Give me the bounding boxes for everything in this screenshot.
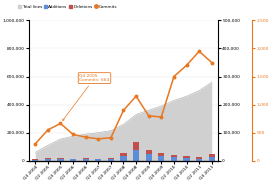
Bar xyxy=(196,157,202,159)
Legend: Total lines, Additions, Deletions, Commits: Total lines, Additions, Deletions, Commi… xyxy=(16,3,119,10)
Bar xyxy=(70,158,76,159)
Bar xyxy=(183,156,190,158)
Bar xyxy=(95,159,102,160)
Bar xyxy=(32,160,38,161)
Bar xyxy=(209,154,215,156)
Bar xyxy=(209,156,215,161)
Bar xyxy=(120,153,127,156)
Bar xyxy=(133,150,139,161)
Bar xyxy=(83,158,89,159)
Bar xyxy=(57,158,63,159)
Text: Q4 2005
Commits: 664: Q4 2005 Commits: 664 xyxy=(63,74,110,121)
Bar xyxy=(158,153,164,156)
Bar xyxy=(32,159,38,160)
Bar xyxy=(145,150,152,154)
Bar xyxy=(171,157,177,161)
Bar xyxy=(95,160,102,161)
Bar xyxy=(45,159,51,161)
Bar xyxy=(108,158,114,159)
Bar xyxy=(45,158,51,159)
Bar xyxy=(158,156,164,161)
Bar xyxy=(183,158,190,161)
Bar xyxy=(83,159,89,161)
Bar xyxy=(145,154,152,161)
Bar xyxy=(196,159,202,161)
Bar xyxy=(133,142,139,150)
Bar xyxy=(70,159,76,161)
Bar xyxy=(57,159,63,161)
Bar xyxy=(171,155,177,157)
Bar xyxy=(108,159,114,161)
Bar xyxy=(120,156,127,161)
